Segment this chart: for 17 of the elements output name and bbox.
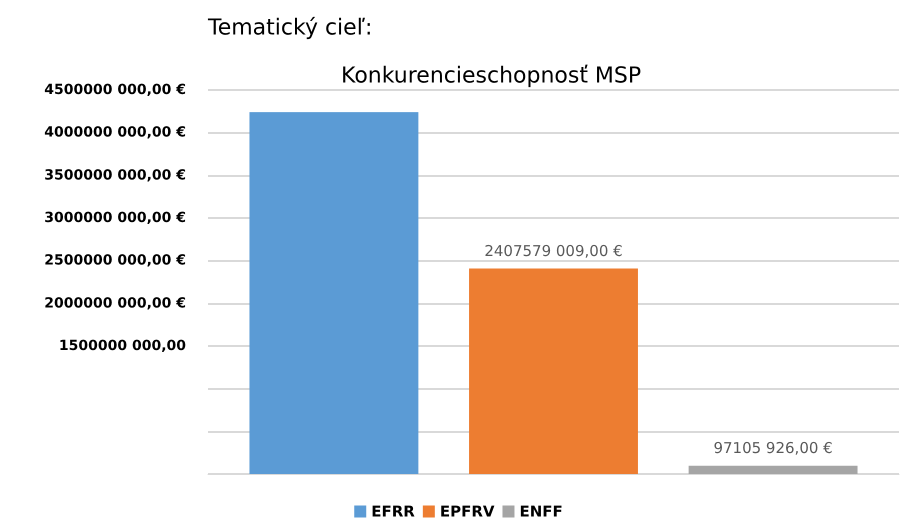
y-tick-label: 4000000 000,00 € bbox=[44, 124, 186, 141]
y-tick-label: 3000000 000,00 € bbox=[44, 210, 186, 226]
y-tick-label: 3500000 000,00 € bbox=[44, 167, 186, 184]
bar bbox=[688, 466, 858, 474]
y-tick-label: 4500000 000,00 € bbox=[44, 82, 186, 98]
legend-label: EPFRV bbox=[440, 502, 495, 520]
y-tick-label: 2500000 000,00 € bbox=[44, 252, 186, 269]
data-label: 97105 926,00 € bbox=[713, 439, 833, 458]
bar bbox=[469, 268, 638, 474]
chart-title: Tematický cieľ: bbox=[207, 16, 372, 40]
bar bbox=[249, 112, 418, 474]
legend-label: ENFF bbox=[519, 502, 563, 520]
legend-label: EFRR bbox=[371, 502, 416, 520]
y-tick-label: 2000000 000,00 € bbox=[44, 295, 186, 312]
y-tick-label: 1500000 000,00 bbox=[58, 338, 186, 354]
chart-subtitle: Konkurencieschopnosť MSP bbox=[341, 64, 642, 88]
data-label: 2407579 009,00 € bbox=[484, 242, 623, 260]
